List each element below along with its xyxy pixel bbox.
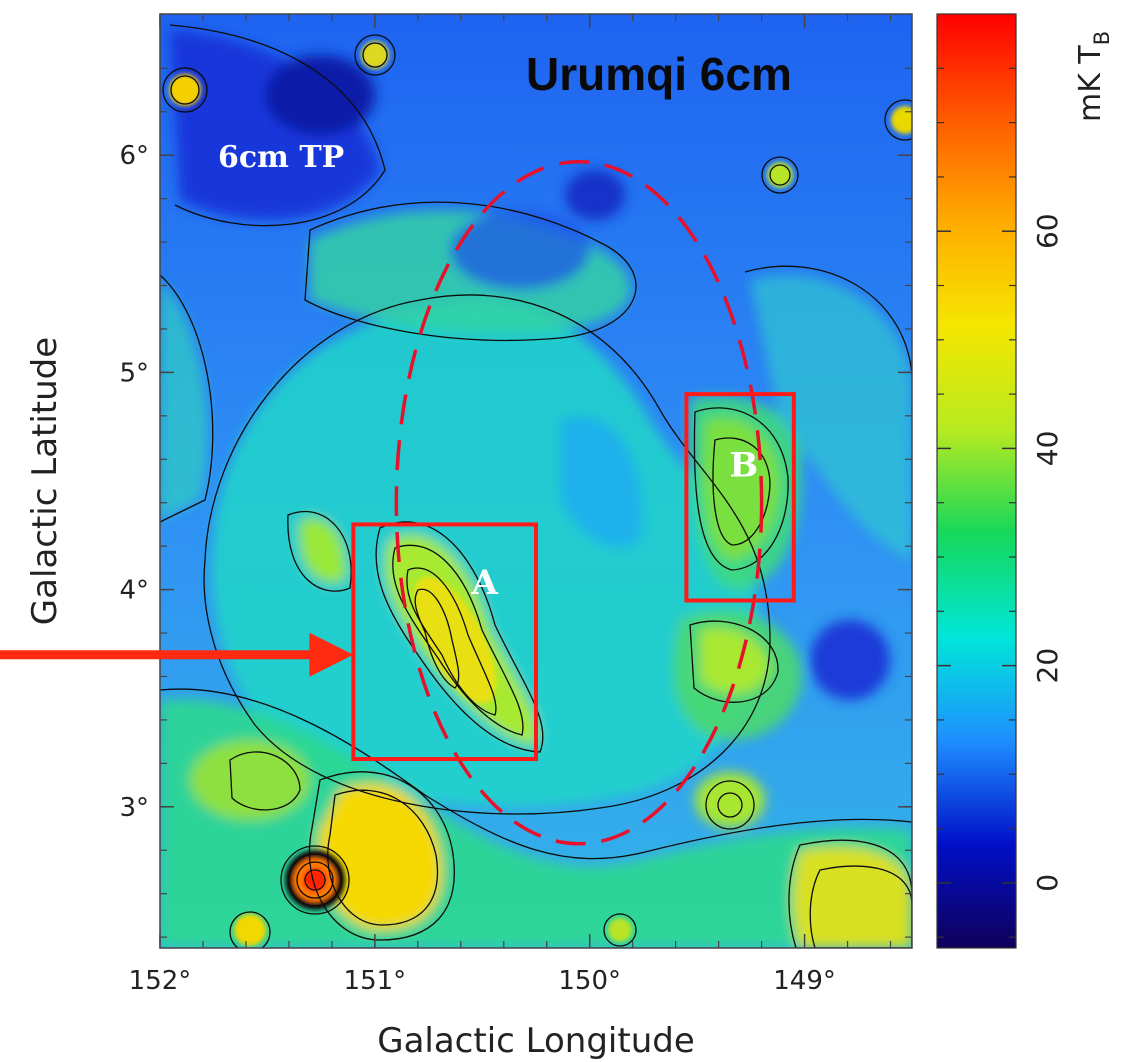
y-axis-ticks: 3° 4° 5° 6° xyxy=(119,67,912,938)
compact-sources xyxy=(169,41,912,946)
y-tick-label: 6° xyxy=(119,141,149,171)
plot-frame xyxy=(159,13,913,949)
colorbar-tick-label: 40 xyxy=(1031,431,1064,467)
colorbar-tick-label: 0 xyxy=(1031,874,1064,892)
colorbar-label-subscript: B xyxy=(1090,31,1114,45)
region-b-label: B xyxy=(729,446,758,486)
contour-lines xyxy=(160,24,912,948)
y-tick-label: 4° xyxy=(119,576,149,606)
emission-map xyxy=(160,14,912,948)
y-tick-label: 5° xyxy=(119,358,149,388)
x-tick-label: 150° xyxy=(558,966,621,996)
colorbar-label: mK TB xyxy=(1073,31,1114,122)
arrow-pointer xyxy=(0,632,354,677)
diffuse-emission xyxy=(160,30,912,948)
x-axis-ticks: 152° 151° 150° 149° xyxy=(129,14,892,996)
colorbar-tick-label: 60 xyxy=(1031,213,1064,249)
colorbar-ticks: 0 20 40 60 xyxy=(937,67,1064,938)
map-label: 6cm TP xyxy=(218,140,344,175)
region-b-box xyxy=(684,392,796,603)
colorbar xyxy=(936,13,1017,949)
x-tick-label: 151° xyxy=(344,966,407,996)
x-tick-label: 152° xyxy=(129,966,192,996)
x-tick-label: 149° xyxy=(773,966,836,996)
x-axis-title: Galactic Longitude xyxy=(377,1021,695,1061)
y-tick-label: 3° xyxy=(119,793,149,823)
colorbar-tick-label: 20 xyxy=(1031,648,1064,684)
region-a-box xyxy=(351,522,538,762)
snr-dashed-circle xyxy=(394,159,764,846)
y-axis-title: Galactic Latitude xyxy=(25,337,65,625)
chart-title: Urumqi 6cm xyxy=(526,48,792,100)
region-a-label: A xyxy=(471,563,499,603)
